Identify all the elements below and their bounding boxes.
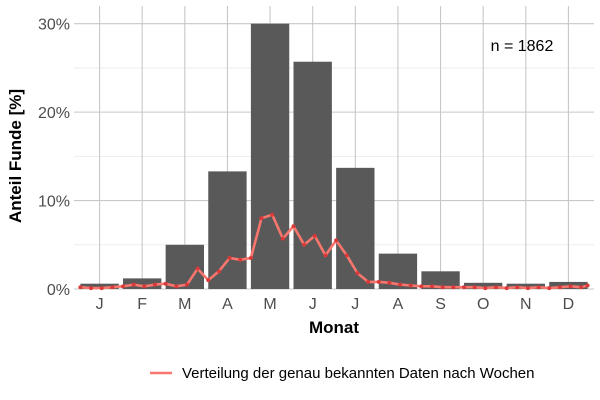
x-tick-label: M bbox=[263, 296, 276, 313]
weekly-point bbox=[323, 253, 328, 258]
bar bbox=[123, 278, 162, 289]
weekly-point bbox=[216, 269, 221, 274]
weekly-point bbox=[483, 286, 488, 291]
weekly-point bbox=[419, 284, 424, 289]
weekly-point bbox=[195, 266, 200, 271]
weekly-point bbox=[121, 284, 126, 289]
x-axis-title: Monat bbox=[309, 318, 359, 337]
weekly-point bbox=[184, 282, 189, 287]
weekly-point bbox=[525, 286, 530, 291]
weekly-point bbox=[238, 257, 243, 262]
bar bbox=[506, 283, 545, 289]
bar bbox=[208, 171, 247, 289]
weekly-point bbox=[270, 212, 275, 217]
weekly-point bbox=[89, 286, 94, 291]
legend: Verteilung der genau bekannten Daten nac… bbox=[150, 365, 535, 382]
x-tick-label: J bbox=[351, 296, 359, 313]
weekly-point bbox=[78, 285, 83, 290]
weekly-point bbox=[408, 283, 413, 288]
x-tick-label: A bbox=[393, 296, 404, 313]
weekly-point bbox=[462, 285, 466, 290]
bar bbox=[421, 271, 460, 289]
x-tick-label: D bbox=[563, 296, 575, 313]
weekly-point bbox=[291, 224, 296, 229]
weekly-point bbox=[515, 285, 520, 290]
weekly-point bbox=[110, 285, 115, 290]
weekly-point bbox=[366, 279, 371, 284]
weekly-point bbox=[398, 282, 403, 287]
weekly-point bbox=[387, 280, 392, 285]
x-tick-label: O bbox=[477, 296, 489, 313]
weekly-point bbox=[334, 238, 339, 243]
x-tick-label: A bbox=[222, 296, 233, 313]
weekly-point bbox=[355, 271, 360, 276]
y-tick-labels: 0% 10% 20% 30% bbox=[38, 17, 70, 299]
weekly-point bbox=[579, 285, 584, 290]
x-tick-label: N bbox=[520, 296, 532, 313]
weekly-point bbox=[142, 284, 147, 289]
weekly-point bbox=[376, 279, 381, 284]
x-tick-label: J bbox=[309, 296, 317, 313]
weekly-point bbox=[206, 278, 211, 283]
weekly-point bbox=[504, 286, 509, 291]
weekly-point bbox=[248, 256, 253, 261]
weekly-point bbox=[557, 285, 562, 290]
weekly-point bbox=[312, 233, 317, 238]
weekly-point bbox=[227, 256, 232, 261]
weekly-point bbox=[99, 286, 104, 291]
bar bbox=[80, 283, 119, 289]
weekly-point bbox=[280, 236, 285, 241]
x-tick-label: S bbox=[435, 296, 446, 313]
bar bbox=[250, 23, 290, 289]
weekly-point bbox=[568, 284, 573, 289]
weekly-point bbox=[302, 242, 307, 247]
weekly-point bbox=[472, 285, 477, 290]
y-tick-label: 20% bbox=[38, 105, 70, 122]
weekly-line bbox=[80, 213, 588, 290]
weekly-point bbox=[163, 281, 168, 286]
x-tick-label: F bbox=[137, 296, 147, 313]
weekly-point bbox=[259, 216, 264, 221]
x-tick-label: J bbox=[96, 296, 104, 313]
bars bbox=[80, 23, 588, 290]
legend-label: Verteilung der genau bekannten Daten nac… bbox=[182, 365, 535, 382]
weekly-point bbox=[174, 284, 179, 289]
weekly-point bbox=[430, 284, 435, 289]
bar bbox=[464, 282, 503, 289]
y-tick-label: 0% bbox=[47, 282, 70, 299]
weekly-line-series bbox=[78, 212, 590, 291]
weekly-point bbox=[585, 283, 590, 288]
weekly-point bbox=[131, 282, 136, 287]
x-tick-label: M bbox=[178, 296, 191, 313]
weekly-point bbox=[440, 285, 445, 290]
weekly-point bbox=[493, 285, 498, 290]
bar bbox=[293, 61, 332, 290]
weekly-point bbox=[536, 285, 541, 290]
weekly-point bbox=[547, 286, 552, 291]
y-tick-label: 30% bbox=[38, 17, 70, 34]
weekly-point bbox=[344, 253, 349, 258]
weekly-point bbox=[152, 282, 157, 287]
y-tick-label: 10% bbox=[38, 194, 70, 211]
annotation-n: n = 1862 bbox=[491, 38, 554, 55]
weekly-point bbox=[451, 285, 456, 290]
y-axis-title: Anteil Funde [%] bbox=[6, 89, 25, 223]
